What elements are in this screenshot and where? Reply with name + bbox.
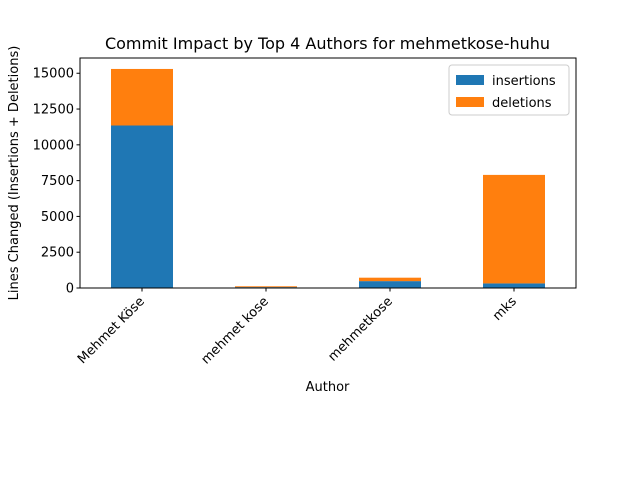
- x-tick-label: mehmet kose: [199, 294, 272, 367]
- y-tick-label: 10000: [33, 138, 74, 153]
- y-tick-label: 2500: [41, 246, 74, 261]
- bar-insertions-0: [111, 125, 173, 288]
- legend-label-deletions: deletions: [492, 96, 552, 111]
- bar-deletions-1: [235, 286, 297, 288]
- legend-label-insertions: insertions: [492, 74, 556, 89]
- legend-swatch-deletions: [456, 97, 484, 107]
- y-tick-label: 15000: [33, 67, 74, 82]
- bar-insertions-2: [359, 281, 421, 288]
- y-axis: 0 2500 5000 7500 10000 12500 15000: [33, 67, 80, 297]
- y-tick-label: 5000: [41, 210, 74, 225]
- y-tick-label: 12500: [33, 103, 74, 118]
- x-axis-label: Author: [306, 380, 350, 395]
- bar-insertions-3: [483, 283, 545, 288]
- plot-frame: [79, 57, 577, 289]
- bar-deletions-2: [359, 277, 421, 282]
- y-tick-label: 0: [66, 282, 74, 297]
- legend-swatch-insertions: [456, 75, 484, 85]
- bar-deletions-3: [483, 174, 545, 284]
- x-tick-label: mks: [490, 294, 520, 324]
- y-tick-label: 7500: [41, 174, 74, 189]
- legend: insertions deletions: [448, 64, 570, 116]
- x-axis: Mehmet Köse mehmet kose mehmetkose mks: [75, 288, 520, 367]
- x-tick-label: Mehmet Köse: [75, 294, 148, 367]
- x-tick-label: mehmetkose: [326, 294, 396, 364]
- chart-title: Commit Impact by Top 4 Authors for mehme…: [105, 34, 550, 53]
- bar-deletions-0: [111, 68, 173, 126]
- bars-group: [111, 68, 545, 288]
- y-axis-label: Lines Changed (Insertions + Deletions): [7, 46, 22, 301]
